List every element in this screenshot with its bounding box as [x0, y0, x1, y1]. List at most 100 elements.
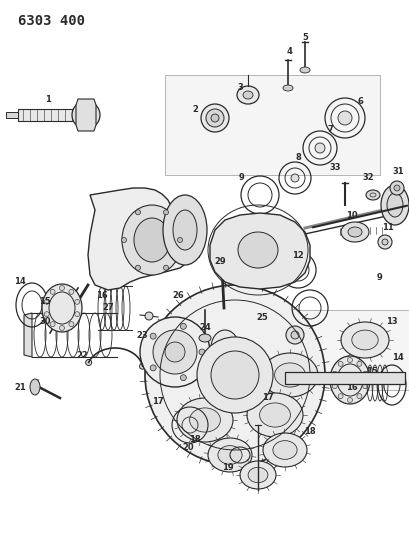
Ellipse shape	[299, 67, 309, 73]
Polygon shape	[6, 112, 18, 118]
Circle shape	[139, 317, 209, 387]
Circle shape	[290, 174, 298, 182]
Ellipse shape	[200, 104, 229, 132]
Ellipse shape	[259, 403, 290, 427]
Ellipse shape	[347, 227, 361, 237]
Text: 33: 33	[328, 164, 340, 173]
Ellipse shape	[246, 393, 302, 437]
Circle shape	[59, 326, 64, 330]
Circle shape	[135, 265, 140, 270]
Polygon shape	[284, 372, 404, 384]
Circle shape	[150, 333, 156, 339]
Circle shape	[69, 322, 74, 327]
Ellipse shape	[211, 330, 238, 366]
Ellipse shape	[30, 379, 40, 395]
Text: 5: 5	[301, 34, 307, 43]
Ellipse shape	[282, 85, 292, 91]
Polygon shape	[76, 99, 96, 131]
Circle shape	[85, 359, 92, 366]
Circle shape	[347, 358, 352, 362]
Circle shape	[139, 363, 145, 369]
Text: 4: 4	[286, 47, 292, 56]
Ellipse shape	[205, 109, 223, 127]
Text: 1: 1	[45, 95, 51, 104]
Circle shape	[290, 331, 298, 339]
Ellipse shape	[262, 433, 306, 467]
Text: 14: 14	[14, 278, 26, 287]
Ellipse shape	[78, 107, 94, 123]
Circle shape	[50, 289, 55, 294]
Text: 18: 18	[189, 435, 200, 445]
Circle shape	[337, 111, 351, 125]
Circle shape	[337, 361, 342, 366]
Ellipse shape	[340, 322, 388, 358]
Circle shape	[331, 384, 337, 389]
Circle shape	[44, 300, 49, 304]
Polygon shape	[245, 310, 409, 390]
Ellipse shape	[247, 467, 267, 483]
Circle shape	[177, 238, 182, 243]
Circle shape	[377, 235, 391, 249]
Circle shape	[135, 210, 140, 215]
Circle shape	[381, 239, 387, 245]
Circle shape	[180, 375, 186, 381]
Text: 27: 27	[102, 303, 114, 312]
Circle shape	[196, 337, 272, 413]
Text: 25: 25	[256, 313, 267, 322]
Text: 13: 13	[385, 318, 397, 327]
Ellipse shape	[272, 441, 297, 459]
Ellipse shape	[340, 222, 368, 242]
Circle shape	[163, 265, 168, 270]
Circle shape	[393, 185, 399, 191]
Text: 6: 6	[356, 98, 362, 107]
Circle shape	[74, 300, 79, 304]
Ellipse shape	[329, 356, 369, 404]
Text: 3: 3	[236, 84, 242, 93]
Ellipse shape	[386, 193, 402, 217]
Text: 21: 21	[14, 384, 26, 392]
Circle shape	[362, 384, 367, 389]
Ellipse shape	[380, 185, 408, 225]
Text: 2: 2	[191, 106, 198, 115]
Circle shape	[145, 312, 153, 320]
Text: 24: 24	[199, 324, 210, 333]
Circle shape	[356, 361, 361, 366]
Ellipse shape	[218, 339, 231, 357]
Ellipse shape	[207, 438, 252, 472]
Ellipse shape	[163, 195, 207, 265]
Ellipse shape	[173, 210, 196, 250]
Text: 6303 400: 6303 400	[18, 14, 85, 28]
Text: 15: 15	[39, 297, 51, 306]
Circle shape	[50, 322, 55, 327]
Text: 30: 30	[39, 318, 51, 327]
Ellipse shape	[217, 446, 241, 464]
Circle shape	[285, 326, 303, 344]
Circle shape	[180, 324, 186, 329]
Text: 29: 29	[213, 257, 225, 266]
Circle shape	[347, 398, 352, 402]
Polygon shape	[24, 313, 32, 357]
Text: 19: 19	[222, 464, 233, 472]
Text: 12: 12	[291, 251, 303, 260]
Circle shape	[74, 312, 79, 317]
Ellipse shape	[261, 353, 317, 397]
Text: 32: 32	[361, 174, 373, 182]
Circle shape	[362, 372, 367, 376]
Circle shape	[69, 289, 74, 294]
Circle shape	[389, 181, 403, 195]
Text: 17: 17	[261, 393, 273, 402]
Polygon shape	[18, 109, 78, 121]
Polygon shape	[88, 188, 189, 290]
Ellipse shape	[243, 91, 252, 99]
Text: 9: 9	[376, 273, 382, 282]
Ellipse shape	[211, 114, 218, 122]
Ellipse shape	[72, 101, 100, 129]
Ellipse shape	[189, 408, 220, 432]
Text: 20: 20	[182, 443, 193, 453]
Circle shape	[337, 394, 342, 399]
Text: 8: 8	[294, 154, 300, 163]
Circle shape	[163, 210, 168, 215]
Text: 9: 9	[238, 174, 244, 182]
Circle shape	[44, 312, 49, 317]
Ellipse shape	[122, 205, 182, 275]
